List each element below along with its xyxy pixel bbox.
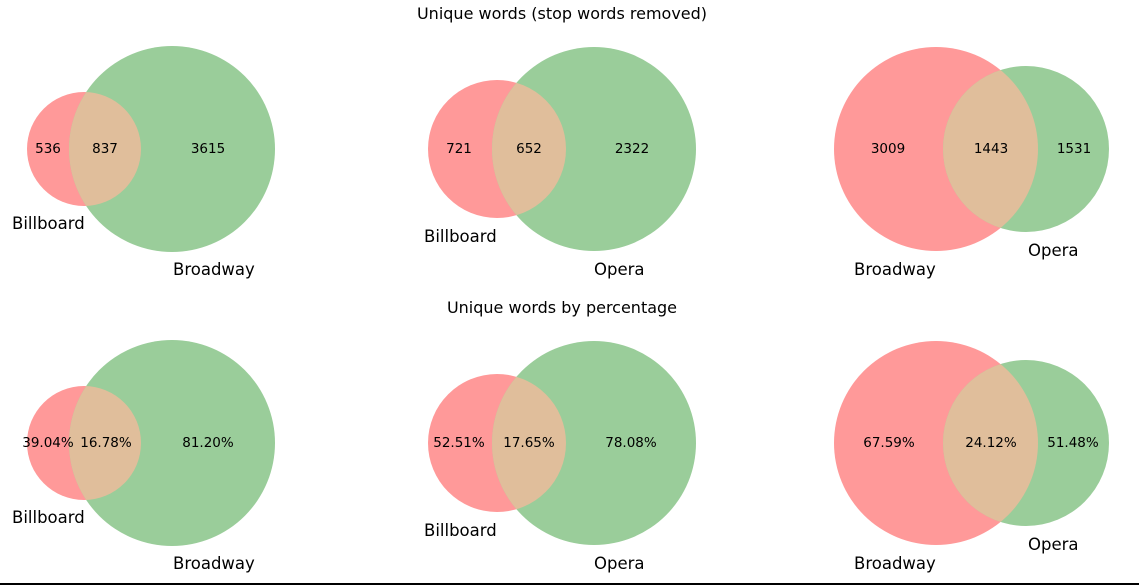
venn-intersection xyxy=(943,360,1038,526)
venn-billboard-opera-counts: 721 652 2322 Billboard Opera xyxy=(424,47,696,279)
value-intersection: 24.12% xyxy=(965,435,1017,451)
venn-intersection xyxy=(943,66,1038,232)
set-label-left: Billboard xyxy=(424,521,497,540)
venn-billboard-opera-percent: 52.51% 17.65% 78.08% Billboard Opera xyxy=(424,341,696,573)
venn-circle-right xyxy=(69,46,275,252)
venn-broadway-opera-counts: 3009 1443 1531 Broadway Opera xyxy=(834,47,1109,279)
title-row2: Unique words by percentage xyxy=(447,298,677,317)
set-label-right: Broadway xyxy=(173,260,255,279)
set-label-right: Broadway xyxy=(173,554,255,573)
set-label-right: Opera xyxy=(594,260,645,279)
set-label-left: Billboard xyxy=(12,508,85,527)
set-label-left: Billboard xyxy=(12,214,85,233)
value-left-only: 67.59% xyxy=(863,435,915,451)
set-label-right: Opera xyxy=(594,554,645,573)
value-right-only: 51.48% xyxy=(1047,435,1099,451)
set-label-left: Billboard xyxy=(424,227,497,246)
venn-billboard-broadway-percent: 39.04% 16.78% 81.20% Billboard Broadway xyxy=(12,340,275,573)
venn-circle-right xyxy=(69,340,275,546)
venn-broadway-opera-percent: 67.59% 24.12% 51.48% Broadway Opera xyxy=(834,341,1109,573)
set-label-right: Opera xyxy=(1028,241,1079,260)
value-intersection: 16.78% xyxy=(80,435,132,451)
value-right-only: 78.08% xyxy=(605,435,657,451)
value-left-only: 721 xyxy=(446,141,472,157)
value-left-only: 3009 xyxy=(871,141,905,157)
set-label-right: Opera xyxy=(1028,535,1079,554)
value-intersection: 1443 xyxy=(974,141,1008,157)
set-label-left: Broadway xyxy=(854,260,936,279)
value-left-only: 536 xyxy=(35,141,61,157)
value-intersection: 17.65% xyxy=(503,435,555,451)
value-intersection: 652 xyxy=(516,141,542,157)
set-label-left: Broadway xyxy=(854,554,936,573)
title-row1: Unique words (stop words removed) xyxy=(417,4,707,23)
venn-intersection xyxy=(492,80,566,218)
venn-billboard-broadway-counts: 536 837 3615 Billboard Broadway xyxy=(12,46,275,279)
venn-intersection xyxy=(492,374,566,512)
value-intersection: 837 xyxy=(92,141,118,157)
value-right-only: 1531 xyxy=(1057,141,1091,157)
value-left-only: 52.51% xyxy=(433,435,485,451)
value-right-only: 81.20% xyxy=(182,435,234,451)
value-right-only: 2322 xyxy=(615,141,649,157)
value-left-only: 39.04% xyxy=(22,435,74,451)
value-right-only: 3615 xyxy=(191,141,225,157)
